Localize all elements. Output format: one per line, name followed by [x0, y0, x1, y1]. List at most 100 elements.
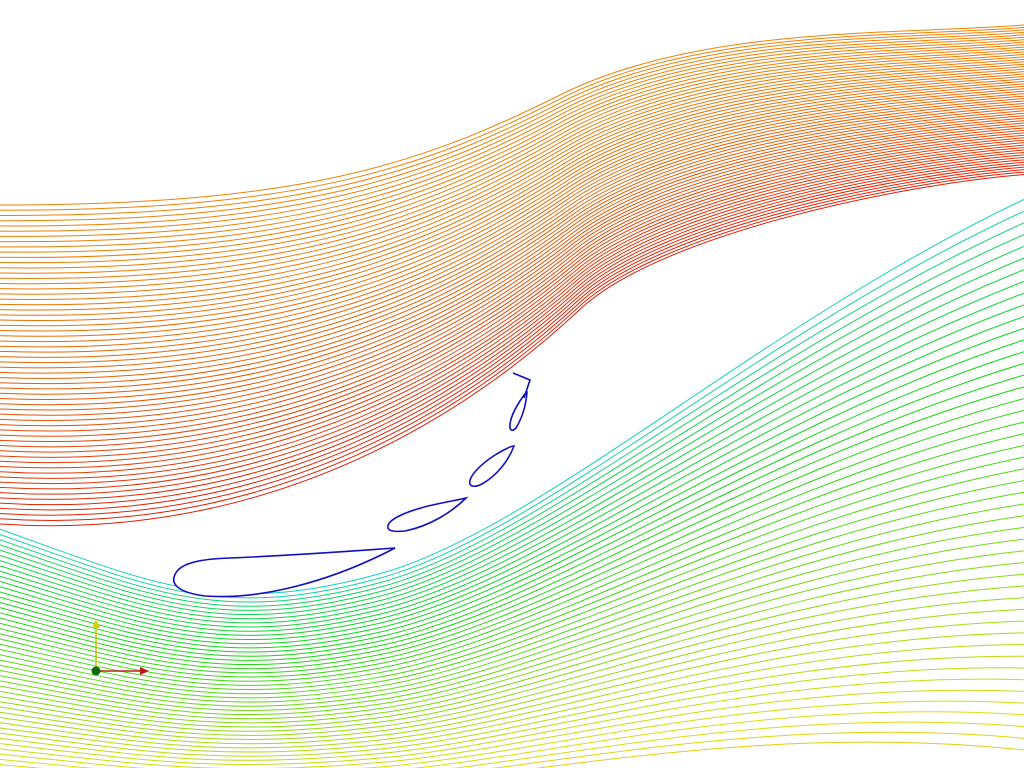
streamline [0, 491, 1024, 699]
streamline [0, 678, 1024, 766]
streamline [0, 39, 1024, 237]
streamline [0, 620, 1024, 745]
streamline [0, 24, 1024, 206]
streamline [0, 257, 1024, 616]
streamline [0, 339, 1024, 645]
streamline [0, 327, 1024, 641]
streamline [0, 125, 1024, 421]
streamline [0, 667, 1024, 761]
streamline [0, 154, 1024, 484]
streamline [0, 655, 1024, 757]
streamline [0, 421, 1024, 674]
streamline [0, 147, 1024, 469]
streamline [0, 210, 1024, 599]
streamline [0, 234, 1024, 607]
streamline [0, 526, 1024, 711]
streamline [0, 171, 1024, 521]
streamline [0, 93, 1024, 353]
streamline [0, 115, 1024, 400]
streamline [0, 36, 1024, 232]
streamline [0, 71, 1024, 306]
streamline [0, 117, 1024, 406]
streamline [0, 174, 1024, 527]
streamline [0, 374, 1024, 657]
streamline [0, 137, 1024, 448]
x-arrow-head [140, 667, 149, 675]
streamline [0, 56, 1024, 274]
streamline [0, 351, 1024, 649]
streamline [0, 122, 1024, 416]
streamline [0, 151, 1024, 479]
streamline [0, 156, 1024, 490]
streamline [0, 102, 1024, 374]
streamline [0, 292, 1024, 628]
origin-dot [91, 666, 101, 676]
streamline [0, 41, 1024, 243]
streamline [0, 105, 1024, 379]
streamline [0, 26, 1024, 211]
streamline [0, 222, 1024, 603]
streamline [0, 85, 1024, 337]
streamline [0, 139, 1024, 453]
streamline [0, 562, 1024, 724]
streamline [0, 58, 1024, 279]
streamline [0, 644, 1024, 753]
streamline [0, 280, 1024, 624]
streamline [0, 503, 1024, 703]
axes-triad [91, 619, 149, 676]
streamline [0, 129, 1024, 432]
streamline [0, 110, 1024, 390]
streamlines [0, 24, 1024, 768]
streamline [0, 46, 1024, 253]
streamline [0, 51, 1024, 264]
streamline [0, 597, 1024, 736]
streamline [0, 386, 1024, 661]
streamline [0, 34, 1024, 227]
main-element [172, 547, 396, 598]
streamline [0, 632, 1024, 749]
streamline [0, 75, 1024, 316]
slat [512, 372, 531, 399]
streamline [0, 269, 1024, 620]
streamline [0, 68, 1024, 300]
streamline [0, 90, 1024, 348]
streamline [0, 49, 1024, 258]
streamline [0, 700, 1024, 768]
streamline [0, 316, 1024, 636]
streamline [0, 144, 1024, 463]
streamline [0, 142, 1024, 458]
streamline [0, 515, 1024, 707]
streamline [0, 362, 1024, 653]
streamline [0, 100, 1024, 369]
streamline [0, 134, 1024, 442]
streamline [0, 550, 1024, 720]
streamline [0, 169, 1024, 516]
streamline [0, 199, 1024, 595]
streamline [0, 304, 1024, 632]
streamline [0, 166, 1024, 511]
flap-1 [387, 496, 469, 533]
streamline [0, 66, 1024, 295]
streamline [0, 107, 1024, 385]
streamline [0, 608, 1024, 741]
streamline [0, 88, 1024, 343]
streamline [0, 112, 1024, 395]
streamline [0, 63, 1024, 290]
streamline [0, 53, 1024, 269]
streamline [0, 721, 1024, 768]
airfoil [172, 372, 531, 598]
streamline [0, 409, 1024, 670]
streamline [0, 80, 1024, 327]
streamline [0, 132, 1024, 437]
streamline [0, 44, 1024, 248]
flap-3 [509, 391, 528, 432]
streamline [0, 98, 1024, 364]
streamline [0, 31, 1024, 222]
streamline [0, 73, 1024, 311]
streamline [0, 78, 1024, 322]
streamline [0, 398, 1024, 666]
streamline [0, 127, 1024, 427]
streamline [0, 149, 1024, 474]
